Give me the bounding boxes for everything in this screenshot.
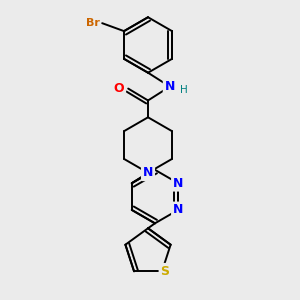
Text: N: N — [165, 80, 175, 93]
Text: N: N — [173, 177, 183, 190]
Text: H: H — [180, 85, 188, 94]
Text: N: N — [143, 166, 153, 179]
Text: O: O — [114, 82, 124, 95]
Text: N: N — [173, 203, 183, 216]
Text: S: S — [160, 265, 169, 278]
Text: Br: Br — [86, 18, 100, 28]
